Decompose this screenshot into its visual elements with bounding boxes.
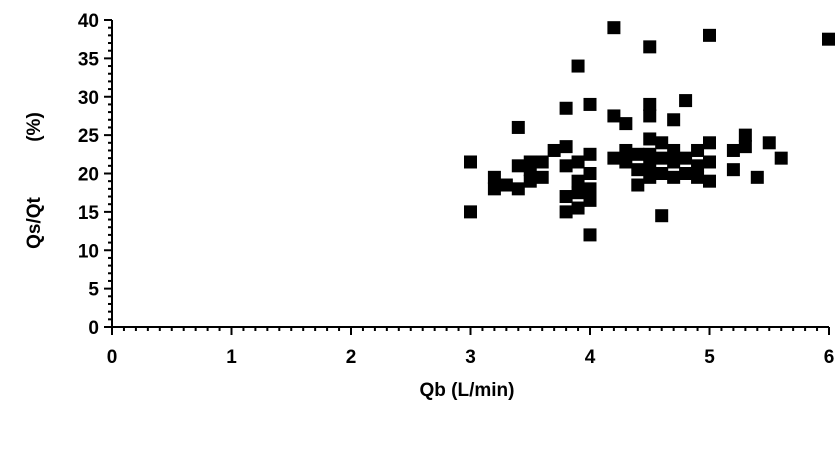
data-point: [559, 159, 573, 173]
data-point: [487, 170, 501, 184]
data-point: [750, 170, 764, 184]
data-point: [643, 97, 657, 111]
data-point: [523, 163, 537, 177]
data-point: [583, 182, 597, 196]
data-point: [464, 205, 477, 219]
data-point: [499, 178, 513, 192]
data-point: [703, 155, 716, 169]
data-point: [511, 120, 525, 134]
data-point: [607, 109, 621, 123]
data-point: [583, 193, 597, 207]
data-point: [667, 155, 681, 169]
data-point: [511, 159, 525, 173]
x-tick-label: 1: [226, 347, 237, 368]
data-point: [643, 109, 657, 123]
data-point: [703, 174, 716, 188]
data-point: [559, 190, 573, 204]
data-point: [631, 147, 645, 161]
data-point: [619, 117, 633, 131]
y-axis-unit: (%): [24, 112, 45, 142]
x-axis: 0 1 2 3 4 5 6: [107, 326, 835, 368]
data-points: [464, 21, 835, 242]
data-point: [523, 174, 537, 188]
y-tick-label: 5: [88, 280, 99, 301]
data-point: [571, 174, 585, 188]
data-point: [667, 143, 681, 157]
x-tick-label: 6: [824, 347, 835, 368]
data-point: [487, 182, 501, 196]
data-point: [535, 155, 549, 169]
data-point: [774, 151, 788, 165]
data-point: [559, 101, 573, 115]
data-point: [571, 155, 585, 169]
data-point: [679, 94, 693, 108]
data-point: [655, 167, 669, 180]
x-tick-label: 5: [704, 347, 715, 368]
data-point: [726, 143, 740, 157]
data-point: [679, 151, 693, 165]
data-point: [607, 21, 621, 35]
data-point: [643, 170, 657, 184]
data-point: [655, 209, 669, 223]
data-point: [703, 136, 716, 150]
data-point: [667, 170, 681, 184]
data-point: [643, 147, 657, 161]
data-point: [583, 97, 597, 111]
y-tick-label: 10: [78, 241, 99, 262]
data-point: [571, 186, 585, 200]
data-point: [583, 167, 597, 180]
data-point: [583, 228, 597, 242]
x-tick-label: 2: [346, 347, 357, 368]
data-point: [679, 167, 693, 180]
data-point: [738, 140, 752, 154]
data-point: [511, 182, 525, 196]
data-point: [655, 151, 669, 165]
data-point: [571, 201, 585, 215]
data-point: [559, 140, 573, 154]
data-point: [643, 132, 657, 146]
data-point: [559, 205, 573, 219]
data-point: [631, 163, 645, 177]
x-tick-label: 0: [107, 347, 118, 368]
x-tick-label: 3: [465, 347, 476, 368]
data-point: [655, 136, 669, 150]
data-point: [583, 147, 597, 161]
data-point: [762, 136, 776, 150]
data-point: [464, 155, 477, 169]
data-point: [667, 113, 681, 127]
data-point: [631, 178, 645, 192]
data-point: [703, 28, 716, 42]
data-point: [822, 32, 835, 46]
data-point: [547, 143, 561, 157]
data-point: [619, 155, 633, 169]
data-point: [726, 163, 740, 177]
y-tick-label: 30: [78, 88, 99, 109]
data-point: [691, 159, 705, 173]
data-point: [607, 151, 621, 165]
y-axis: 0 5 10 15 20 25 30 35 40: [78, 11, 113, 339]
x-tick-label: 4: [585, 347, 596, 368]
data-point: [643, 159, 657, 173]
y-tick-label: 0: [88, 318, 99, 339]
y-tick-label: 20: [78, 165, 99, 186]
data-point: [738, 128, 752, 142]
data-point: [691, 170, 705, 184]
data-point: [619, 143, 633, 157]
y-tick-label: 40: [78, 11, 99, 32]
data-point: [571, 59, 585, 73]
y-axis-title: Qs/Qt: [24, 196, 45, 248]
data-point: [643, 40, 657, 54]
data-point: [691, 143, 705, 157]
y-tick-label: 25: [78, 126, 100, 147]
y-tick-label: 35: [78, 49, 100, 70]
x-axis-title: Qb (L/min): [420, 380, 515, 401]
y-axis-title-group: Qs/Qt (%): [24, 112, 45, 249]
data-point: [535, 170, 549, 184]
y-tick-label: 15: [78, 203, 100, 224]
